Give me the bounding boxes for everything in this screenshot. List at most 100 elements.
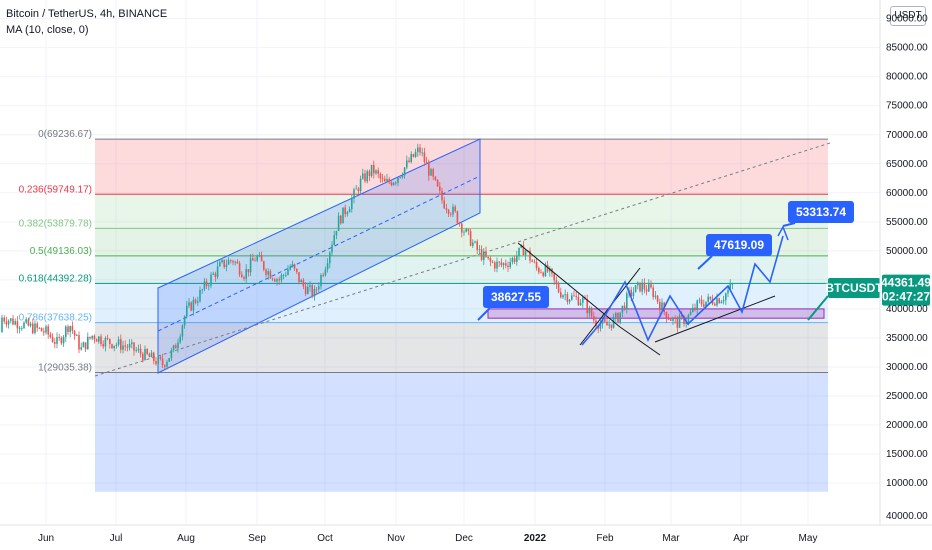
candle-body [718,298,720,304]
price-candle [656,295,659,304]
price-candle [230,259,232,264]
time-axis-tick: Mar [662,533,680,544]
candle-body [375,170,377,174]
price-candle [302,277,305,290]
candle-body [346,212,349,215]
candle-body [216,266,219,277]
candle-body [287,269,289,275]
candle-body [656,295,659,302]
candle-body [689,311,692,316]
candle-body [274,279,276,282]
price-candle [221,258,223,264]
candle-body [461,223,463,233]
candle-body [417,147,419,153]
target-callout-box [788,201,854,223]
price-candle [355,184,357,190]
price-candle [425,156,428,163]
price-candle [243,275,245,282]
candle-body [716,298,718,306]
candle-body [320,274,322,287]
price-candle [368,169,371,181]
candle-body [29,323,32,326]
candle-body [98,336,100,342]
fib-level-label: 0.236(59749.17) [19,184,92,195]
candle-body [452,206,454,215]
candle-body [676,318,679,328]
pattern-line [654,295,776,343]
candle-body [87,336,89,350]
candle-body [571,295,573,300]
price-candle [725,292,727,306]
price-candle [135,346,137,353]
candle-body [386,179,388,182]
indicator-label[interactable]: MA (10, close, 0) [6,24,89,36]
price-candle [67,324,69,336]
price-candle [381,174,384,183]
price-candle [731,282,734,290]
candle-body [659,301,661,311]
candle-body [469,230,472,246]
candle-body [265,269,267,275]
candle-body [414,152,417,157]
candle-body [117,339,120,345]
candle-body [623,305,626,310]
price-candle [296,268,298,275]
candle-body [630,289,632,297]
candle-body [302,280,305,287]
candle-body [194,299,197,303]
price-candle [236,259,239,264]
candle-body [7,320,10,325]
channel-midline [157,175,481,332]
candle-body [245,269,247,279]
candle-body [34,323,36,334]
candle-body [234,261,236,263]
candle-body [304,286,307,295]
candle-body [357,188,360,192]
candle-body [698,299,701,301]
price-candle [166,359,168,370]
price-candle [692,303,694,313]
price-candle [617,311,619,324]
price-candle [670,318,672,321]
price-candle [80,342,82,351]
candle-body [322,274,324,276]
candle-body [604,319,606,322]
price-candle [258,252,261,258]
candle-body [315,289,318,290]
price-candle [285,271,287,278]
candle-body [524,250,527,256]
price-candle [401,172,404,179]
currency-unit-button[interactable]: USDT [890,6,926,26]
candle-body [432,169,434,177]
price-candle [252,253,254,261]
price-axis-tick: 10000.00 [886,478,928,489]
price-candle [595,316,597,328]
price-candle [98,336,100,344]
candle-body [546,264,549,272]
candle-body [687,315,690,322]
candle-body [269,271,272,279]
price-candle [478,245,481,254]
price-candle [524,249,527,261]
fib-extension-band [95,372,828,492]
price-candle [606,316,608,326]
price-candle [45,324,47,335]
candle-body [144,348,146,360]
candle-body [1,317,3,333]
price-candle [124,340,126,352]
candle-body [49,334,52,338]
price-candle [599,319,602,332]
candle-body [212,273,214,275]
price-candle [639,282,641,293]
price-candle [100,333,102,347]
fib-level-label: 0.382(53879.78) [19,218,92,229]
price-candle [353,187,355,204]
price-candle [320,273,322,290]
candle-body [694,307,696,310]
price-candle [654,290,657,300]
candle-body [573,295,575,297]
candle-body [445,208,448,210]
price-candle [7,319,10,329]
price-candle [38,327,41,330]
